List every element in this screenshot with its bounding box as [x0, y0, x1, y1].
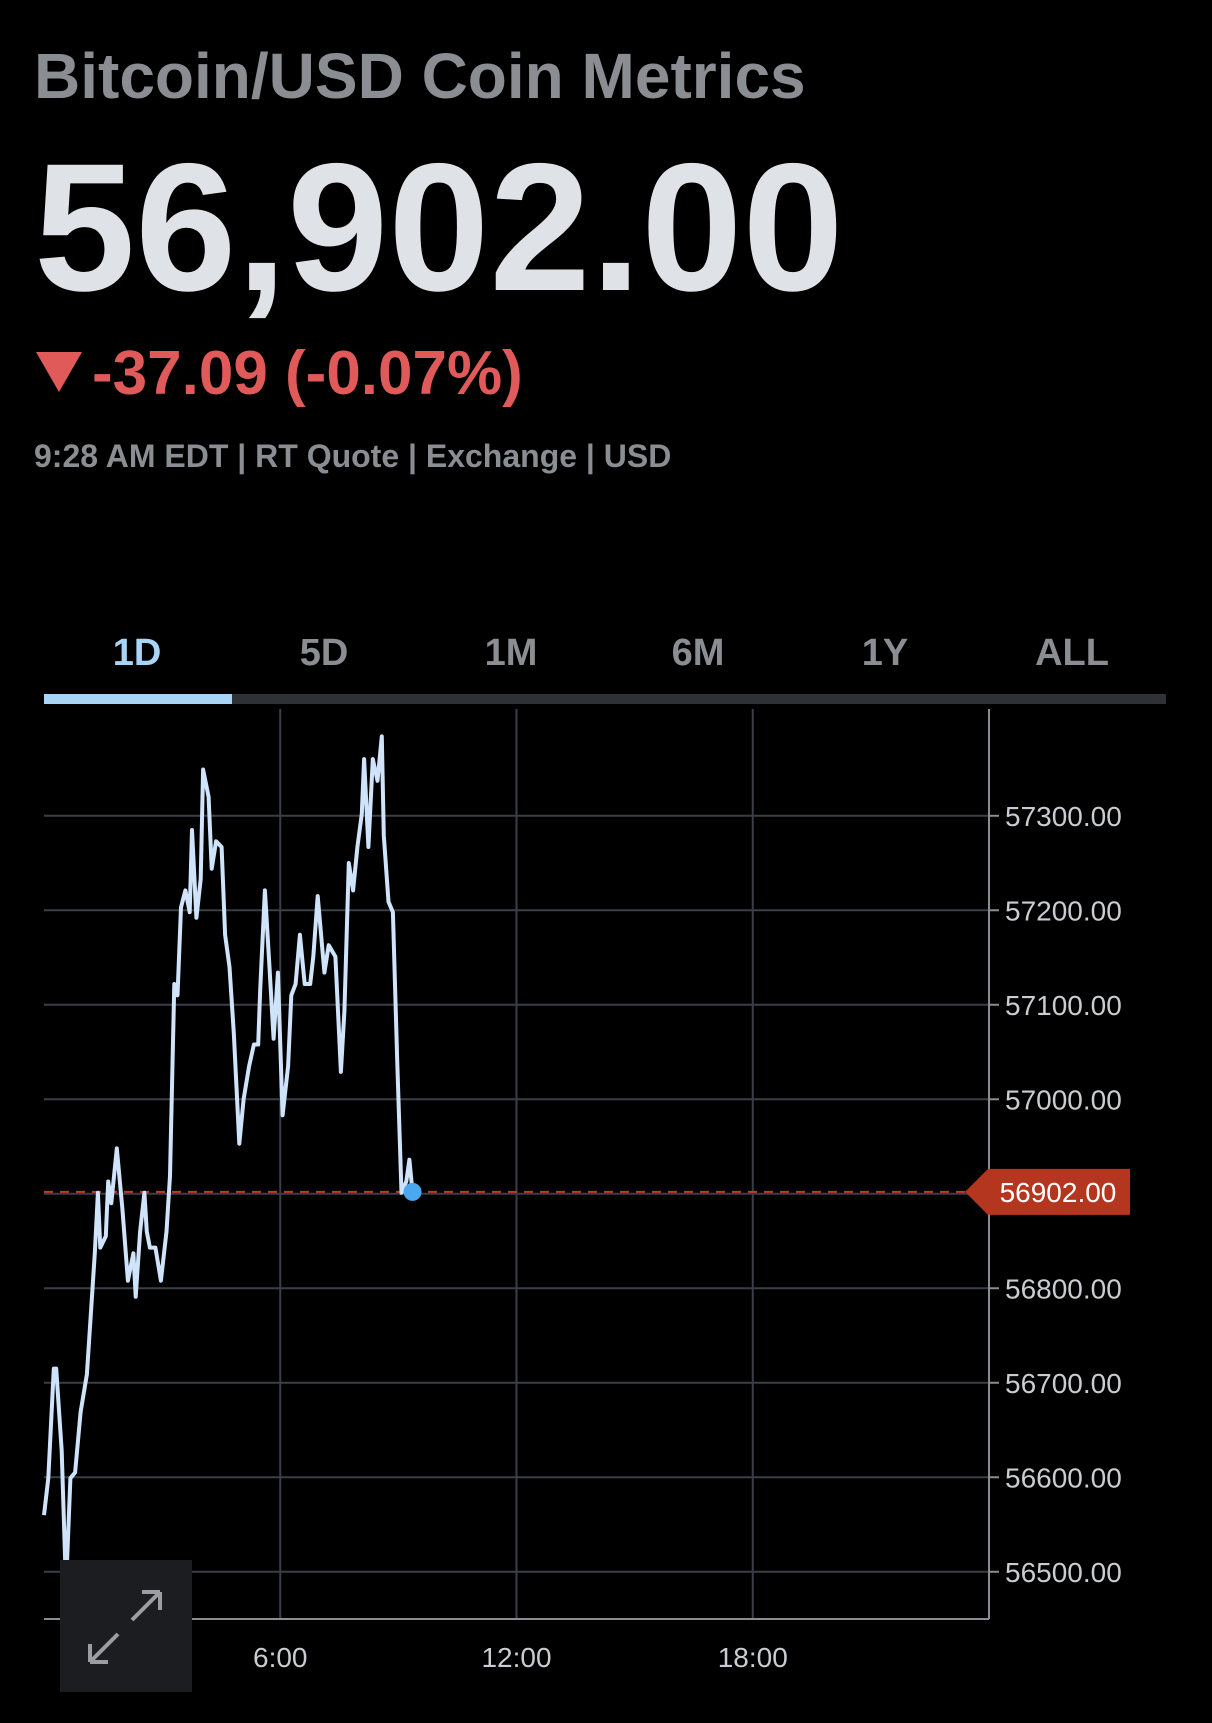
y-tick-label: 57200.00: [1005, 895, 1122, 926]
price-change: -37.09 (-0.07%): [92, 339, 523, 408]
expand-box[interactable]: [60, 1560, 192, 1692]
x-tick-label: 6:00: [253, 1642, 308, 1673]
tab[interactable]: ALL: [1035, 632, 1109, 674]
x-tick-label: 12:00: [481, 1642, 551, 1673]
last-point: [403, 1182, 422, 1201]
tab[interactable]: 1D: [113, 632, 162, 674]
price-tag: [965, 1168, 1130, 1215]
y-tick-label: 57100.00: [1005, 990, 1122, 1021]
expand-button[interactable]: [60, 1560, 192, 1692]
plot: 56500.0056600.0056700.0056800.0056900.00…: [42, 709, 1130, 1673]
y-tick-label: 56500.00: [1005, 1557, 1122, 1588]
down-arrow: [36, 352, 82, 392]
tab-track: [44, 694, 1166, 704]
price-tag-label: 56902.00: [1000, 1177, 1117, 1208]
tab[interactable]: 1M: [485, 632, 538, 674]
tab[interactable]: 6M: [672, 632, 725, 674]
price-line: [42, 734, 415, 1590]
quote-info: 9:28 AM EDT | RT Quote | Exchange | USD: [34, 438, 671, 474]
y-tick-label: 56600.00: [1005, 1462, 1122, 1493]
expand-icon[interactable]: [88, 1590, 162, 1664]
title: Bitcoin/USD Coin Metrics: [34, 40, 806, 112]
tab[interactable]: 5D: [300, 632, 349, 674]
tab-indicator: [44, 694, 232, 704]
y-tick-label: 57000.00: [1005, 1084, 1122, 1115]
x-tick-label: 18:00: [718, 1642, 788, 1673]
y-tick-label: 57300.00: [1005, 801, 1122, 832]
tab[interactable]: 1Y: [862, 632, 908, 674]
y-tick-label: 56800.00: [1005, 1273, 1122, 1304]
y-tick-label: 56700.00: [1005, 1368, 1122, 1399]
price: 56,902.00: [34, 125, 844, 329]
range-tabs: 1D 5D 1M 6M 1Y ALL: [113, 632, 1109, 674]
